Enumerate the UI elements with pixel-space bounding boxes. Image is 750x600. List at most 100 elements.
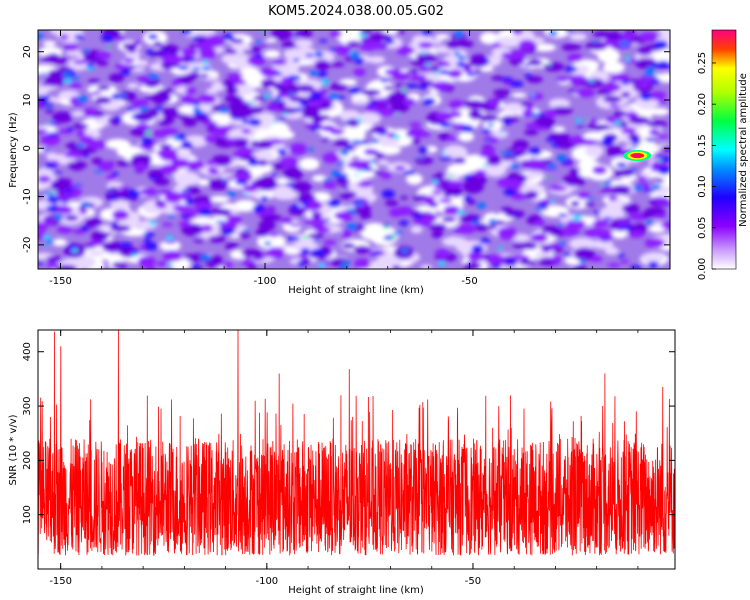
heatmap-blob	[181, 30, 193, 35]
heatmap-blob	[608, 151, 618, 157]
heatmap-blob	[495, 36, 520, 47]
heatmap-blob	[143, 231, 155, 238]
heatmap-blob	[591, 124, 611, 131]
heatmap-blob	[74, 34, 85, 40]
heatmap-blob	[290, 204, 301, 211]
heatmap-blob	[466, 73, 478, 77]
heatmap-blob	[242, 184, 259, 192]
heatmap-blob	[284, 182, 296, 187]
heatmap-blob	[408, 127, 426, 139]
heatmap-blob	[661, 145, 670, 153]
heatmap-blob	[257, 159, 269, 167]
heatmap-blob	[387, 97, 397, 104]
heatmap-blob	[651, 80, 661, 84]
heatmap-blob	[514, 147, 525, 152]
heatmap-blob	[537, 111, 545, 117]
heatmap-blob	[573, 214, 580, 219]
heatmap-blob	[632, 185, 644, 192]
heatmap-blob	[88, 250, 105, 256]
heatmap-blob	[317, 70, 328, 78]
heatmap-blob	[603, 39, 615, 47]
heatmap-blob	[270, 173, 278, 176]
heatmap-blob	[192, 67, 201, 71]
heatmap-blob	[350, 52, 360, 60]
heatmap-blob	[318, 39, 328, 43]
heatmap-blob	[52, 111, 73, 123]
heatmap-blob	[648, 225, 666, 233]
heatmap-blob	[389, 207, 404, 218]
heatmap-blob	[569, 33, 587, 41]
heatmap-blob	[45, 240, 55, 244]
heatmap-blob	[335, 44, 352, 56]
heatmap-blob	[254, 53, 263, 59]
heatmap-blob	[290, 223, 302, 227]
heatmap-blob	[134, 162, 148, 171]
heatmap-blob	[162, 117, 175, 124]
heatmap-blob	[193, 237, 205, 243]
heatmap-blob	[648, 128, 661, 136]
heatmap-blob	[518, 259, 536, 266]
heatmap-blob	[130, 128, 149, 137]
heatmap-blob	[370, 259, 392, 269]
heatmap-blob	[71, 248, 79, 253]
heatmap-blob	[491, 42, 502, 48]
heatmap-blob	[314, 51, 324, 56]
heatmap-blob	[418, 146, 430, 153]
heatmap-blob	[384, 68, 402, 76]
heatmap-blob	[479, 238, 491, 245]
heatmap-blob	[118, 90, 137, 102]
heatmap-blob	[140, 137, 153, 146]
heatmap-blob	[420, 51, 428, 55]
heatmap-blob	[147, 73, 158, 78]
heatmap-blob	[157, 189, 172, 196]
heatmap-blob	[311, 100, 322, 108]
heatmap-blob	[192, 102, 201, 106]
heatmap-blob	[110, 198, 130, 211]
heatmap-blob	[511, 233, 531, 242]
heatmap-blob	[613, 168, 635, 177]
heatmap-blob	[266, 247, 285, 259]
heatmap-blob	[557, 223, 564, 227]
heatmap-blob	[362, 167, 374, 172]
y-tick-label: 100	[22, 505, 33, 524]
heatmap-blob	[140, 187, 158, 196]
heatmap-blob	[330, 128, 345, 136]
heatmap-blob	[464, 99, 478, 109]
heatmap-blob	[396, 30, 405, 34]
heatmap-blob	[178, 65, 189, 71]
heatmap-blob	[524, 73, 532, 79]
heatmap-blob	[602, 217, 613, 221]
heatmap-blob	[356, 112, 381, 125]
heatmap-blob	[474, 169, 487, 178]
y-tick-label: 400	[22, 342, 33, 361]
heatmap-blob	[384, 199, 399, 207]
heatmap-blob	[248, 101, 255, 105]
heatmap-blob	[38, 95, 51, 101]
heatmap-blob	[353, 174, 360, 177]
heatmap-blob	[615, 162, 628, 168]
heatmap-blob	[331, 170, 340, 176]
heatmap-blob	[400, 248, 409, 254]
heatmap-blob	[563, 252, 573, 258]
heatmap-blob	[445, 136, 458, 141]
heatmap-blob	[298, 157, 320, 171]
heatmap-blob	[456, 210, 466, 215]
heatmap-blob	[130, 114, 143, 119]
heatmap-frame	[37, 29, 671, 270]
heatmap-blob	[66, 127, 75, 132]
heatmap-blob	[203, 135, 217, 143]
heatmap-blob	[575, 65, 589, 74]
heatmap-blob	[439, 69, 450, 75]
heatmap-blob	[443, 192, 452, 198]
heatmap-blob	[40, 72, 47, 76]
heatmap-blob	[446, 180, 463, 188]
heatmap-blob	[41, 134, 61, 146]
heatmap-blob	[412, 215, 424, 219]
heatmap-blob	[50, 194, 57, 198]
heatmap-blob	[651, 221, 664, 227]
heatmap-blob	[558, 241, 567, 246]
heatmap-blob	[172, 204, 189, 212]
heatmap-blob	[266, 138, 284, 145]
heatmap-blob	[518, 39, 536, 51]
